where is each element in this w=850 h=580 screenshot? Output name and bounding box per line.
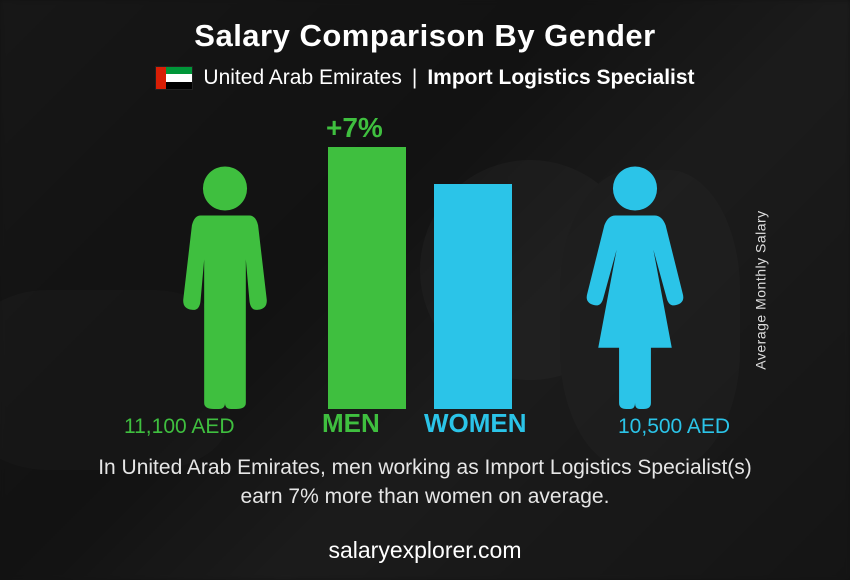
women-bar [434,184,512,409]
comparison-chart: +7% 11,100 AED MEN WOMEN 10,500 AED [30,110,820,445]
men-label: MEN [322,408,380,439]
female-person-icon [570,164,700,409]
caption: In United Arab Emirates, men working as … [30,453,820,512]
men-bar [328,147,406,409]
axis-label: Average Monthly Salary [752,210,768,369]
footer-source: salaryexplorer.com [0,537,850,564]
men-salary: 11,100 AED [124,415,235,439]
male-person-icon [160,164,290,409]
uae-flag-icon [155,66,193,90]
job-title: Import Logistics Specialist [427,66,694,90]
percent-difference: +7% [326,112,383,144]
country-label: United Arab Emirates [203,66,401,90]
women-label: WOMEN [424,408,527,439]
page-title: Salary Comparison By Gender [30,18,820,54]
women-salary: 10,500 AED [618,415,730,439]
subtitle: United Arab Emirates | Import Logistics … [30,66,820,90]
separator: | [412,66,417,90]
